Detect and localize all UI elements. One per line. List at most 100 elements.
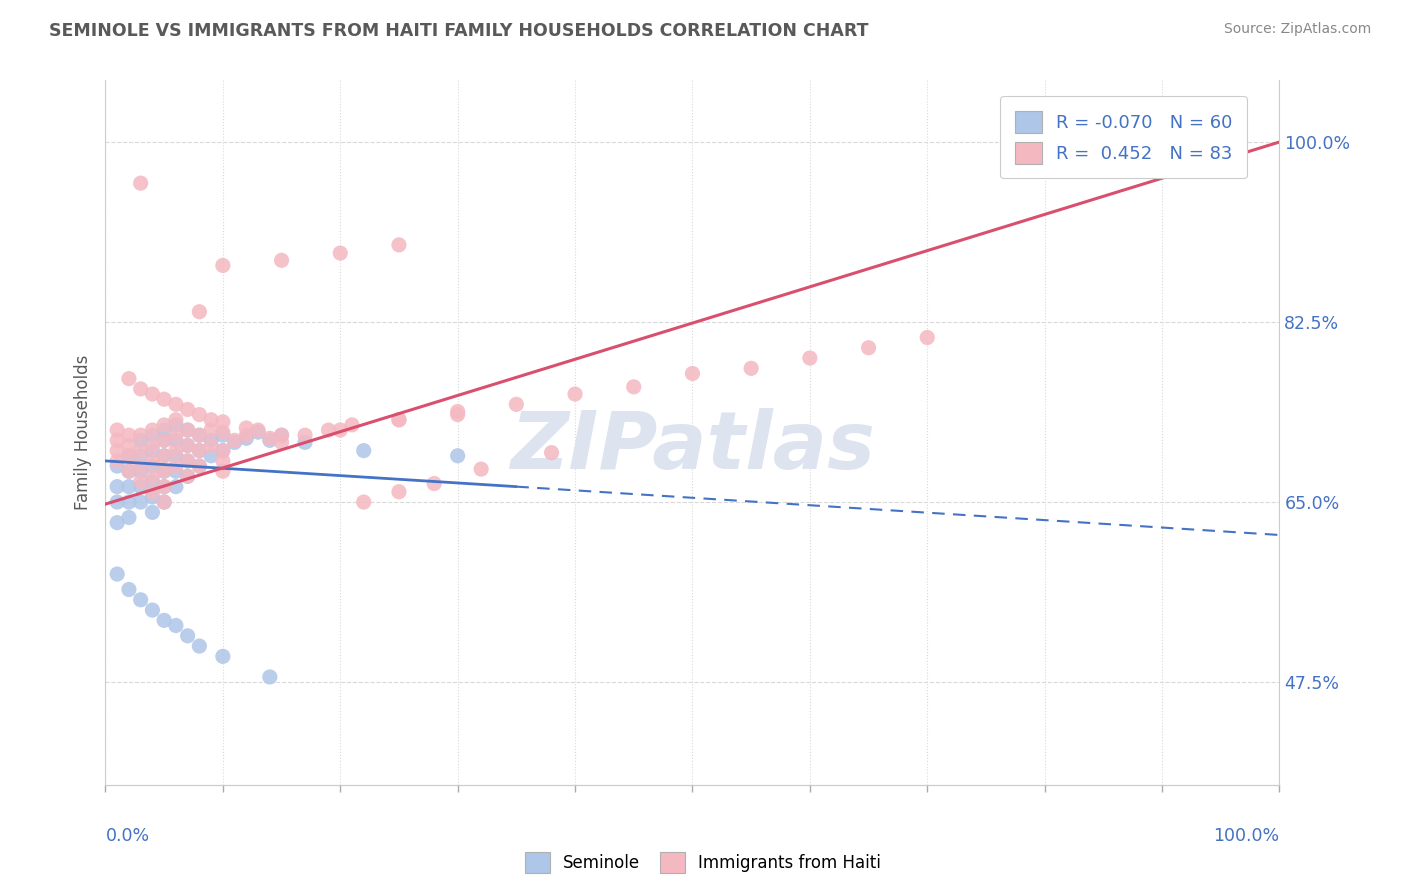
Point bbox=[118, 495, 141, 509]
Point bbox=[165, 413, 187, 427]
Point bbox=[141, 475, 163, 489]
Point bbox=[129, 428, 152, 442]
Point bbox=[176, 469, 198, 483]
Text: 100.0%: 100.0% bbox=[1213, 827, 1279, 846]
Point bbox=[141, 387, 163, 401]
Point bbox=[682, 367, 704, 381]
Point bbox=[200, 438, 222, 452]
Point bbox=[153, 449, 176, 463]
Point bbox=[799, 351, 821, 365]
Point bbox=[176, 629, 198, 643]
Point bbox=[105, 458, 128, 473]
Text: Source: ZipAtlas.com: Source: ZipAtlas.com bbox=[1223, 22, 1371, 37]
Point bbox=[176, 438, 198, 452]
Point bbox=[176, 402, 198, 417]
Point bbox=[388, 484, 411, 499]
Point bbox=[105, 423, 128, 437]
Point bbox=[153, 495, 176, 509]
Point bbox=[388, 413, 411, 427]
Point bbox=[270, 253, 292, 268]
Point bbox=[423, 476, 446, 491]
Point bbox=[129, 592, 152, 607]
Point bbox=[118, 449, 141, 463]
Point bbox=[176, 469, 198, 483]
Point bbox=[211, 454, 233, 468]
Point bbox=[129, 176, 152, 190]
Point bbox=[318, 423, 340, 437]
Point bbox=[247, 425, 270, 439]
Point bbox=[129, 475, 152, 489]
Point bbox=[118, 480, 141, 494]
Point bbox=[153, 392, 176, 407]
Point bbox=[247, 423, 270, 437]
Point bbox=[235, 428, 257, 442]
Point bbox=[470, 462, 492, 476]
Point bbox=[211, 443, 233, 458]
Point bbox=[224, 435, 246, 450]
Point bbox=[294, 435, 316, 450]
Point bbox=[141, 490, 163, 504]
Point bbox=[235, 431, 257, 445]
Point bbox=[165, 618, 187, 632]
Point bbox=[211, 415, 233, 429]
Point bbox=[105, 495, 128, 509]
Point bbox=[211, 425, 233, 439]
Point bbox=[165, 464, 187, 478]
Point bbox=[564, 387, 586, 401]
Point bbox=[141, 428, 163, 442]
Point bbox=[200, 434, 222, 448]
Point bbox=[105, 516, 128, 530]
Point bbox=[129, 382, 152, 396]
Point bbox=[118, 464, 141, 478]
Legend: Seminole, Immigrants from Haiti: Seminole, Immigrants from Haiti bbox=[517, 846, 889, 880]
Point bbox=[141, 505, 163, 519]
Point bbox=[188, 443, 211, 458]
Point bbox=[165, 449, 187, 463]
Point bbox=[235, 421, 257, 435]
Point bbox=[165, 480, 187, 494]
Point bbox=[105, 434, 128, 448]
Point bbox=[165, 428, 187, 442]
Point bbox=[623, 380, 645, 394]
Point bbox=[129, 434, 152, 448]
Point bbox=[211, 428, 233, 442]
Point bbox=[141, 454, 163, 468]
Point bbox=[388, 238, 411, 252]
Point bbox=[153, 495, 176, 509]
Point bbox=[200, 413, 222, 427]
Point bbox=[118, 438, 141, 452]
Point bbox=[141, 423, 163, 437]
Point bbox=[153, 434, 176, 448]
Point bbox=[188, 458, 211, 473]
Point bbox=[188, 428, 211, 442]
Point bbox=[141, 484, 163, 499]
Point bbox=[176, 438, 198, 452]
Y-axis label: Family Households: Family Households bbox=[73, 355, 91, 510]
Point bbox=[129, 495, 152, 509]
Point bbox=[211, 464, 233, 478]
Point bbox=[165, 443, 187, 458]
Point bbox=[118, 428, 141, 442]
Point bbox=[188, 304, 211, 318]
Point bbox=[176, 423, 198, 437]
Point bbox=[118, 582, 141, 597]
Point bbox=[153, 449, 176, 463]
Point bbox=[176, 423, 198, 437]
Point bbox=[353, 443, 375, 458]
Point bbox=[447, 449, 470, 463]
Point bbox=[294, 428, 316, 442]
Point bbox=[329, 423, 352, 437]
Point bbox=[188, 408, 211, 422]
Text: SEMINOLE VS IMMIGRANTS FROM HAITI FAMILY HOUSEHOLDS CORRELATION CHART: SEMINOLE VS IMMIGRANTS FROM HAITI FAMILY… bbox=[49, 22, 869, 40]
Point bbox=[129, 449, 152, 463]
Legend: R = -0.070   N = 60, R =  0.452   N = 83: R = -0.070 N = 60, R = 0.452 N = 83 bbox=[1000, 96, 1247, 178]
Point bbox=[211, 649, 233, 664]
Point bbox=[153, 434, 176, 448]
Point bbox=[129, 443, 152, 458]
Point bbox=[153, 417, 176, 432]
Point bbox=[141, 469, 163, 483]
Point bbox=[270, 435, 292, 450]
Point bbox=[188, 639, 211, 653]
Point bbox=[211, 443, 233, 458]
Point bbox=[259, 431, 281, 445]
